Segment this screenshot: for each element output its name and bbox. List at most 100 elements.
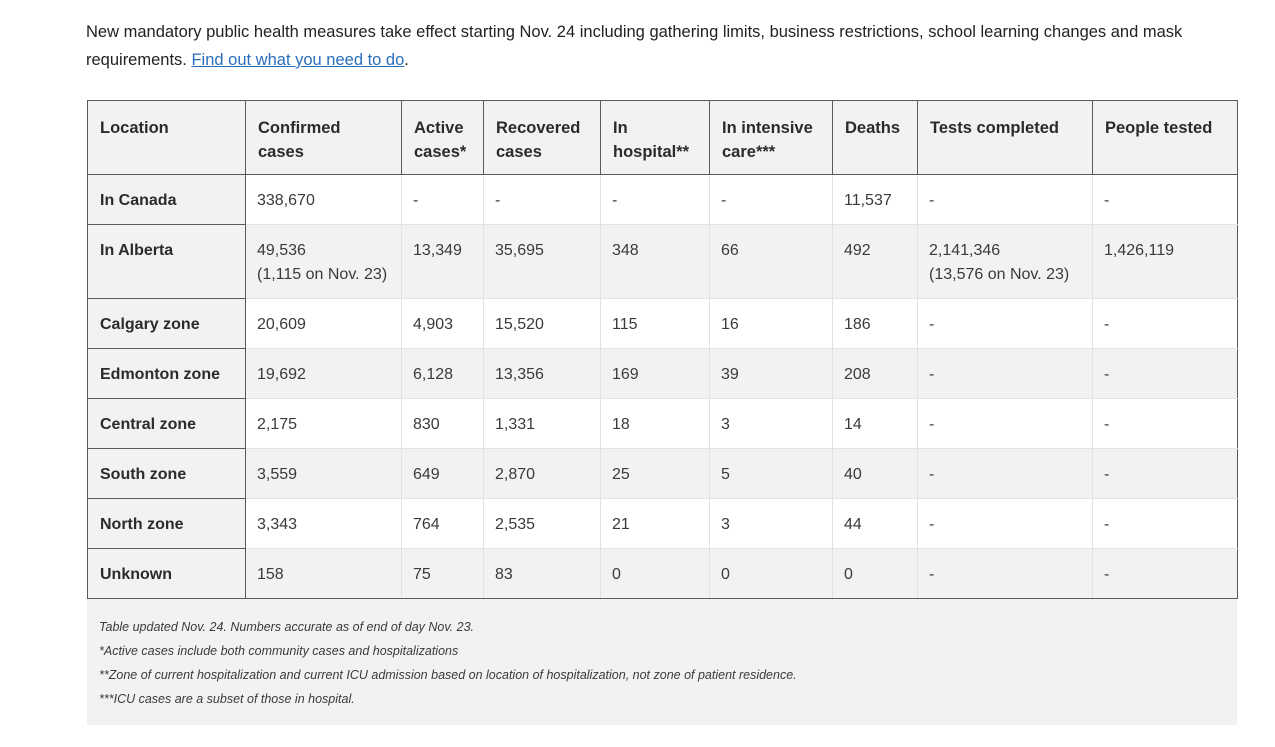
cell-icu: 66 (709, 224, 833, 299)
table-row: Edmonton zone 19,692 6,128 13,356 169 39… (87, 348, 1238, 399)
footnote-hospital: **Zone of current hospitalization and cu… (99, 668, 797, 682)
covid-table-container: Location Confirmed cases Active cases* R… (87, 100, 1238, 725)
cell-recovered: - (483, 174, 601, 225)
cell-location: Calgary zone (87, 298, 246, 349)
intro-trailing: . (404, 51, 409, 69)
cell-icu: 16 (709, 298, 833, 349)
cell-confirmed: 19,692 (245, 348, 402, 399)
footnote-updated: Table updated Nov. 24. Numbers accurate … (99, 620, 474, 634)
header-location: Location (87, 100, 246, 175)
cell-active: 75 (401, 548, 484, 599)
table-header-row: Location Confirmed cases Active cases* R… (87, 100, 1238, 175)
cell-tests: - (917, 174, 1093, 225)
cell-hospital: 21 (600, 498, 710, 549)
cell-deaths: 186 (832, 298, 918, 349)
cell-location: North zone (87, 498, 246, 549)
cell-recovered: 2,535 (483, 498, 601, 549)
cell-icu: 0 (709, 548, 833, 599)
header-deaths: Deaths (832, 100, 918, 175)
table-row: In Alberta 49,536 (1,115 on Nov. 23) 13,3… (87, 224, 1238, 299)
cell-active: 649 (401, 448, 484, 499)
cell-recovered: 1,331 (483, 398, 601, 449)
footnote-icu: ***ICU cases are a subset of those in ho… (99, 692, 355, 706)
cell-people: - (1092, 548, 1238, 599)
cell-deaths: 492 (832, 224, 918, 299)
cell-deaths: 14 (832, 398, 918, 449)
cell-recovered: 2,870 (483, 448, 601, 499)
cell-location: Unknown (87, 548, 246, 599)
header-active: Active cases* (401, 100, 484, 175)
cell-active: 764 (401, 498, 484, 549)
cell-location: In Alberta (87, 224, 246, 299)
cell-active: 830 (401, 398, 484, 449)
cell-deaths: 0 (832, 548, 918, 599)
cell-hospital: 18 (600, 398, 710, 449)
cell-active: 6,128 (401, 348, 484, 399)
cell-hospital: 169 (600, 348, 710, 399)
cell-confirmed: 3,559 (245, 448, 402, 499)
table-row: North zone 3,343 764 2,535 21 3 44 - - (87, 498, 1238, 549)
table-row: Central zone 2,175 830 1,331 18 3 14 - - (87, 398, 1238, 449)
cell-icu: 39 (709, 348, 833, 399)
cell-icu: 3 (709, 398, 833, 449)
header-hospital: In hospital** (600, 100, 710, 175)
cell-tests: - (917, 348, 1093, 399)
covid-stats-table: Location Confirmed cases Active cases* R… (87, 100, 1238, 599)
cell-people: - (1092, 174, 1238, 225)
cell-deaths: 40 (832, 448, 918, 499)
cell-confirmed: 338,670 (245, 174, 402, 225)
cell-hospital: 348 (600, 224, 710, 299)
cell-active: - (401, 174, 484, 225)
cell-people: - (1092, 298, 1238, 349)
cell-hospital: 115 (600, 298, 710, 349)
cell-confirmed: 2,175 (245, 398, 402, 449)
cell-confirmed: 20,609 (245, 298, 402, 349)
header-tests: Tests completed (917, 100, 1093, 175)
table-row: Unknown 158 75 83 0 0 0 - - (87, 548, 1238, 599)
cell-people: - (1092, 398, 1238, 449)
cell-people: - (1092, 498, 1238, 549)
find-out-link[interactable]: Find out what you need to do (191, 51, 405, 69)
footnote-active: *Active cases include both community cas… (99, 644, 459, 658)
cell-tests: 2,141,346 (13,576 on Nov. 23) (917, 224, 1093, 299)
cell-tests: - (917, 298, 1093, 349)
cell-icu: 5 (709, 448, 833, 499)
cell-location: In Canada (87, 174, 246, 225)
cell-location: Central zone (87, 398, 246, 449)
cell-recovered: 15,520 (483, 298, 601, 349)
cell-location: South zone (87, 448, 246, 499)
table-row: In Canada 338,670 - - - - 11,537 - - (87, 174, 1238, 225)
header-recovered: Recovered cases (483, 100, 601, 175)
table-row: South zone 3,559 649 2,870 25 5 40 - - (87, 448, 1238, 499)
cell-icu: - (709, 174, 833, 225)
cell-tests: - (917, 398, 1093, 449)
intro-text: New mandatory public health measures tak… (86, 23, 1183, 69)
cell-tests: - (917, 548, 1093, 599)
cell-confirmed: 158 (245, 548, 402, 599)
cell-people: - (1092, 348, 1238, 399)
cell-icu: 3 (709, 498, 833, 549)
table-row: Calgary zone 20,609 4,903 15,520 115 16 … (87, 298, 1238, 349)
cell-recovered: 83 (483, 548, 601, 599)
cell-deaths: 208 (832, 348, 918, 399)
header-people: People tested (1092, 100, 1238, 175)
cell-confirmed: 3,343 (245, 498, 402, 549)
cell-hospital: - (600, 174, 710, 225)
cell-location: Edmonton zone (87, 348, 246, 399)
intro-paragraph: New mandatory public health measures tak… (86, 18, 1236, 74)
cell-recovered: 13,356 (483, 348, 601, 399)
cell-confirmed: 49,536 (1,115 on Nov. 23) (245, 224, 402, 299)
cell-people: 1,426,119 (1092, 224, 1238, 299)
table-footnotes: Table updated Nov. 24. Numbers accurate … (87, 599, 1237, 725)
cell-tests: - (917, 498, 1093, 549)
header-confirmed: Confirmed cases (245, 100, 402, 175)
cell-deaths: 44 (832, 498, 918, 549)
cell-tests: - (917, 448, 1093, 499)
cell-hospital: 0 (600, 548, 710, 599)
cell-people: - (1092, 448, 1238, 499)
header-icu: In intensive care*** (709, 100, 833, 175)
cell-deaths: 11,537 (832, 174, 918, 225)
cell-active: 13,349 (401, 224, 484, 299)
cell-recovered: 35,695 (483, 224, 601, 299)
cell-active: 4,903 (401, 298, 484, 349)
